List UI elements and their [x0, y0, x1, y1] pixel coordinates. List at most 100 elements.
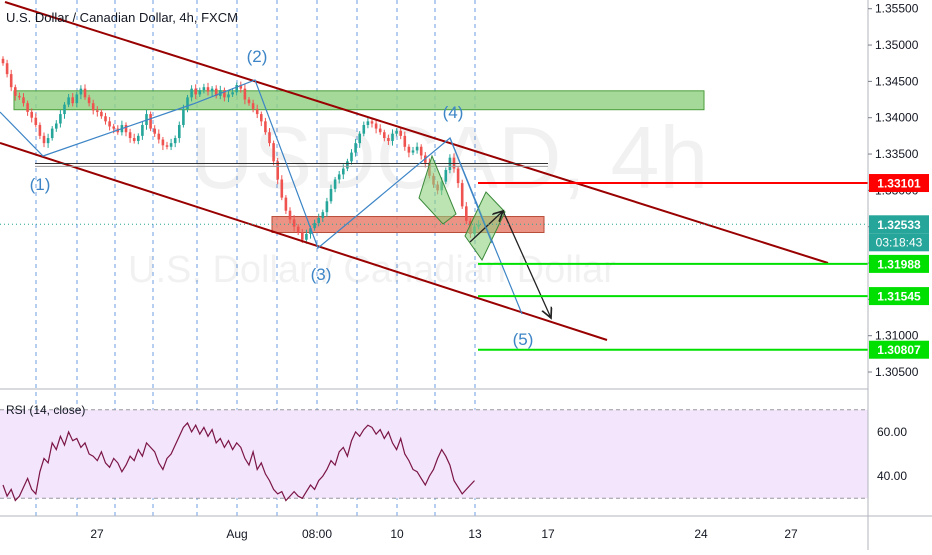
candle-body [18, 95, 21, 98]
price-label-text: 1.31545 [877, 290, 921, 304]
candle [264, 117, 267, 135]
countdown-bg [869, 233, 929, 252]
candle [96, 106, 99, 117]
candle-body [223, 90, 226, 98]
price-label-text: 1.33101 [877, 177, 921, 191]
candle-body [321, 212, 325, 218]
time-tick-label: Aug [226, 527, 247, 541]
candle [268, 127, 271, 147]
candle [182, 104, 185, 128]
candle-body [22, 97, 25, 104]
candle-body [206, 87, 210, 92]
candle [67, 93, 70, 108]
wave-label-3: (3) [311, 265, 332, 284]
rsi-tick-label: 60.00 [877, 425, 907, 439]
watermark-sub: U.S. Dollar / Canadian Dollar [128, 249, 616, 291]
candle [444, 167, 448, 185]
candle [91, 99, 95, 115]
candle [284, 195, 288, 214]
candle [79, 85, 83, 100]
candle [22, 93, 25, 107]
time-tick-label: 10 [390, 527, 404, 541]
candle [34, 113, 38, 128]
candle [128, 128, 132, 143]
candle-body [411, 150, 415, 153]
candle-body [161, 139, 165, 146]
candle [411, 146, 415, 156]
candle-body [173, 138, 177, 144]
candle-body [198, 90, 202, 95]
candle-body [137, 135, 140, 141]
candle-body [329, 188, 333, 202]
price-axis[interactable]: 1.355001.350001.345001.340001.335001.330… [867, 0, 929, 550]
candle-body [296, 226, 300, 233]
price-label-text: 1.31988 [877, 257, 921, 271]
candle-body [9, 74, 13, 88]
candle [370, 118, 374, 128]
candle-body [264, 121, 267, 133]
price-label-text: 1.30807 [877, 343, 921, 357]
candle-body [231, 92, 234, 95]
candle [292, 215, 296, 232]
candle-body [165, 145, 169, 147]
candle [38, 122, 42, 140]
candle [272, 140, 275, 166]
candle [202, 83, 206, 94]
price-label-text: 1.32533 [877, 218, 921, 232]
candle-body [67, 97, 70, 105]
candle [100, 109, 103, 119]
candle [366, 117, 370, 129]
candle [378, 124, 382, 135]
candle-body [333, 179, 337, 189]
price-tick-label: 1.33500 [875, 147, 919, 161]
price-label-bg [869, 174, 929, 193]
candle [55, 120, 58, 132]
candle-body [239, 85, 243, 89]
candle [247, 97, 251, 106]
price-label-0: 1.33101 [869, 174, 929, 193]
time-axis[interactable]: 27 Aug 08:00 10 13 17 24 27 [0, 515, 932, 541]
candle [104, 112, 107, 125]
candle [198, 87, 202, 97]
candle-body [346, 161, 349, 169]
candle-body [378, 128, 382, 133]
candle-body [284, 197, 288, 211]
candle [157, 129, 161, 144]
wave-five-lead [449, 137, 493, 244]
time-tick-label: 27 [784, 527, 798, 541]
candle-body [350, 152, 353, 162]
channel-lower [0, 142, 608, 341]
candle-body [153, 128, 156, 134]
candle-body [83, 88, 87, 98]
projection-arrow-up [469, 211, 503, 243]
candle [210, 86, 214, 97]
candle [374, 120, 378, 134]
candle [71, 93, 74, 107]
candle-body [96, 110, 99, 112]
candle-body [128, 132, 132, 139]
candle-body [305, 233, 308, 240]
time-tick-label: 24 [694, 527, 708, 541]
candle [190, 85, 193, 102]
channel-upper [4, 1, 829, 264]
candle [14, 84, 17, 101]
candle [214, 85, 218, 99]
candle [124, 122, 128, 137]
candle [362, 121, 366, 137]
candle-body [399, 130, 402, 136]
candle [313, 219, 316, 231]
candle-body [255, 108, 259, 115]
candle-body [354, 143, 357, 153]
candle [5, 59, 9, 78]
candle-body [465, 206, 468, 221]
candle-body [301, 232, 304, 240]
candle [337, 170, 341, 184]
candle [460, 179, 464, 209]
candle-body [63, 104, 66, 115]
candle [18, 92, 21, 100]
candle [108, 117, 111, 131]
time-tick-label: 27 [90, 527, 104, 541]
price-label-bg [869, 215, 929, 234]
